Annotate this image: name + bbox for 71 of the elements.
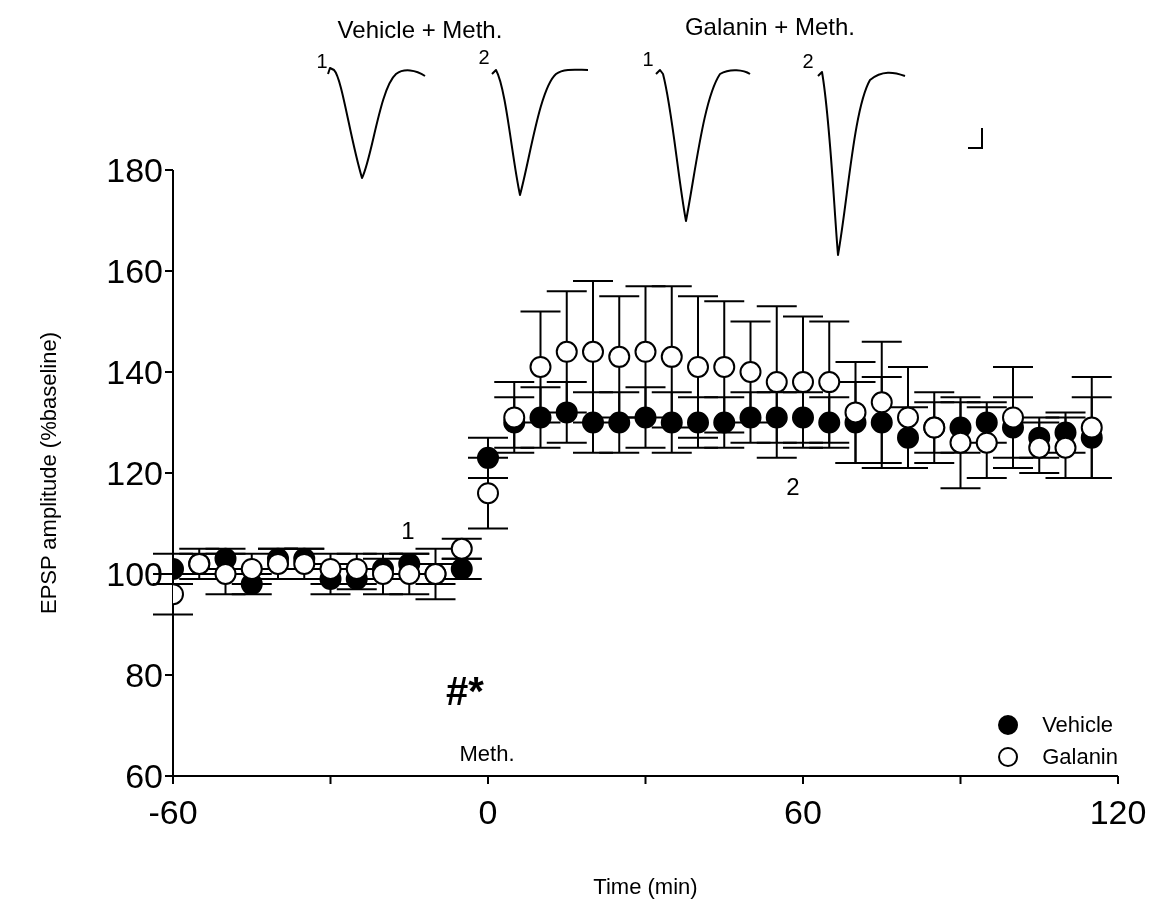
legend-label: Galanin bbox=[1042, 744, 1118, 770]
point bbox=[582, 340, 604, 363]
x-axis-title: Time (min) bbox=[593, 874, 698, 899]
legend-label: Vehicle bbox=[1042, 712, 1114, 738]
point bbox=[739, 361, 762, 383]
text: 1 bbox=[642, 48, 654, 70]
text: 2 bbox=[802, 50, 814, 72]
point bbox=[870, 411, 893, 434]
text: Vehicle + Meth. bbox=[337, 16, 503, 43]
y-tick-label: 100 bbox=[106, 555, 163, 594]
point bbox=[634, 340, 657, 363]
point bbox=[975, 431, 998, 454]
point bbox=[687, 355, 709, 378]
point bbox=[214, 563, 237, 585]
point bbox=[792, 406, 814, 429]
point bbox=[818, 411, 841, 434]
point bbox=[529, 355, 552, 378]
x-tick-label: 0 bbox=[478, 793, 498, 832]
point bbox=[660, 345, 683, 368]
point bbox=[608, 411, 631, 434]
point bbox=[529, 406, 552, 429]
point bbox=[739, 406, 762, 429]
point bbox=[792, 371, 814, 394]
point bbox=[660, 411, 683, 434]
point bbox=[240, 557, 263, 580]
y-tick-label: 60 bbox=[125, 757, 163, 796]
y-axis-title: EPSP amplitude (%baseline) bbox=[35, 331, 61, 615]
y-tick-label: 120 bbox=[106, 454, 163, 493]
point bbox=[1054, 436, 1077, 459]
annotation: 2 bbox=[786, 473, 800, 500]
text: 2 bbox=[478, 46, 490, 68]
point bbox=[1002, 406, 1024, 429]
point bbox=[608, 345, 631, 368]
point bbox=[319, 557, 342, 580]
point bbox=[555, 340, 578, 363]
y-tick-label: 80 bbox=[125, 656, 163, 695]
point bbox=[450, 537, 473, 560]
text: Galanin + Meth. bbox=[684, 13, 856, 40]
point bbox=[713, 411, 736, 434]
text: 1 bbox=[316, 50, 328, 72]
point bbox=[687, 411, 709, 434]
point bbox=[398, 563, 421, 585]
point bbox=[477, 482, 499, 505]
x-tick-label: 60 bbox=[784, 793, 822, 832]
point bbox=[713, 355, 736, 378]
point bbox=[897, 426, 919, 449]
point bbox=[870, 391, 893, 414]
point bbox=[450, 557, 473, 580]
point bbox=[844, 401, 867, 424]
point bbox=[1080, 416, 1103, 439]
point bbox=[634, 406, 657, 429]
y-tick-label: 140 bbox=[106, 353, 163, 392]
point bbox=[582, 411, 604, 434]
point bbox=[555, 401, 578, 424]
point bbox=[503, 406, 526, 429]
annotation: #* bbox=[446, 669, 485, 713]
point bbox=[345, 557, 368, 580]
point bbox=[765, 371, 788, 394]
y-tick-label: 160 bbox=[106, 252, 163, 291]
point bbox=[975, 411, 998, 434]
annotation: Meth. bbox=[459, 741, 515, 766]
point bbox=[1028, 436, 1051, 459]
point bbox=[477, 446, 499, 469]
point bbox=[897, 406, 919, 429]
x-tick-label: 120 bbox=[1089, 793, 1147, 832]
y-tick-label: 180 bbox=[106, 151, 163, 190]
point bbox=[949, 431, 972, 454]
annotation: 1 bbox=[401, 517, 415, 544]
x-tick-label: -60 bbox=[148, 793, 198, 832]
point bbox=[765, 406, 788, 429]
point bbox=[818, 371, 841, 394]
